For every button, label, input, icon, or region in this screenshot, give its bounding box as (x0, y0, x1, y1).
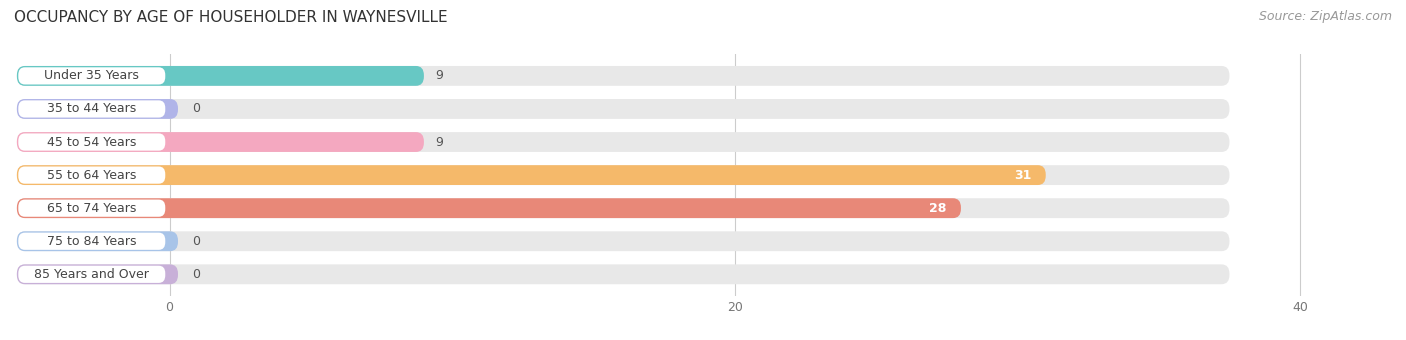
FancyBboxPatch shape (17, 132, 1229, 152)
FancyBboxPatch shape (17, 231, 1229, 251)
FancyBboxPatch shape (17, 265, 1229, 284)
FancyBboxPatch shape (17, 132, 423, 152)
FancyBboxPatch shape (18, 167, 166, 184)
Text: 0: 0 (193, 235, 200, 248)
Text: Source: ZipAtlas.com: Source: ZipAtlas.com (1258, 10, 1392, 23)
FancyBboxPatch shape (17, 231, 179, 251)
Text: 0: 0 (193, 268, 200, 281)
Text: Under 35 Years: Under 35 Years (45, 69, 139, 82)
FancyBboxPatch shape (18, 200, 166, 217)
FancyBboxPatch shape (17, 66, 423, 86)
Text: 55 to 64 Years: 55 to 64 Years (48, 169, 136, 182)
FancyBboxPatch shape (18, 266, 166, 283)
Text: 35 to 44 Years: 35 to 44 Years (48, 102, 136, 116)
FancyBboxPatch shape (17, 165, 1046, 185)
FancyBboxPatch shape (17, 99, 1229, 119)
FancyBboxPatch shape (17, 99, 179, 119)
Text: 75 to 84 Years: 75 to 84 Years (46, 235, 136, 248)
FancyBboxPatch shape (17, 165, 1229, 185)
Text: 65 to 74 Years: 65 to 74 Years (48, 202, 136, 215)
FancyBboxPatch shape (18, 133, 166, 151)
Text: 28: 28 (929, 202, 946, 215)
FancyBboxPatch shape (18, 67, 166, 85)
Text: OCCUPANCY BY AGE OF HOUSEHOLDER IN WAYNESVILLE: OCCUPANCY BY AGE OF HOUSEHOLDER IN WAYNE… (14, 10, 447, 25)
Text: 0: 0 (193, 102, 200, 116)
Text: 31: 31 (1014, 169, 1032, 182)
FancyBboxPatch shape (17, 66, 1229, 86)
FancyBboxPatch shape (17, 265, 179, 284)
Text: 85 Years and Over: 85 Years and Over (34, 268, 149, 281)
Text: 9: 9 (436, 69, 443, 82)
FancyBboxPatch shape (17, 198, 1229, 218)
FancyBboxPatch shape (18, 233, 166, 250)
Text: 9: 9 (436, 136, 443, 149)
FancyBboxPatch shape (18, 100, 166, 118)
Text: 45 to 54 Years: 45 to 54 Years (48, 136, 136, 149)
FancyBboxPatch shape (17, 198, 960, 218)
